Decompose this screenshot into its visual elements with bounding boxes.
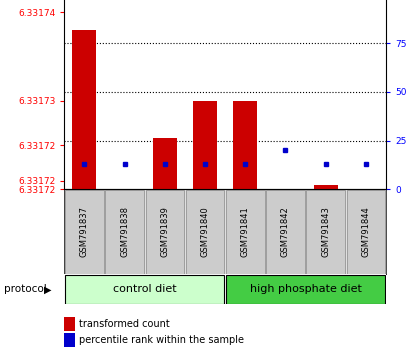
Text: GSM791843: GSM791843 bbox=[321, 206, 330, 257]
FancyBboxPatch shape bbox=[186, 190, 225, 274]
Bar bbox=[233, 101, 257, 189]
Text: GSM791840: GSM791840 bbox=[200, 207, 210, 257]
Text: control diet: control diet bbox=[113, 285, 176, 295]
FancyBboxPatch shape bbox=[105, 190, 144, 274]
Text: high phosphate diet: high phosphate diet bbox=[249, 285, 361, 295]
Bar bbox=[314, 185, 338, 189]
Text: ▶: ▶ bbox=[44, 285, 51, 295]
Text: GSM791844: GSM791844 bbox=[361, 207, 370, 257]
FancyBboxPatch shape bbox=[306, 190, 345, 274]
FancyBboxPatch shape bbox=[347, 190, 385, 274]
FancyBboxPatch shape bbox=[266, 190, 305, 274]
FancyBboxPatch shape bbox=[65, 190, 104, 274]
Text: GSM791842: GSM791842 bbox=[281, 207, 290, 257]
FancyBboxPatch shape bbox=[65, 275, 225, 304]
FancyBboxPatch shape bbox=[226, 275, 385, 304]
Text: GSM791838: GSM791838 bbox=[120, 206, 129, 257]
FancyBboxPatch shape bbox=[146, 190, 184, 274]
Bar bbox=[72, 30, 96, 189]
Bar bbox=[153, 138, 177, 189]
Text: GSM791841: GSM791841 bbox=[241, 207, 250, 257]
Text: percentile rank within the sample: percentile rank within the sample bbox=[79, 335, 244, 345]
Text: transformed count: transformed count bbox=[79, 319, 170, 329]
Text: protocol: protocol bbox=[4, 285, 47, 295]
Text: GSM791839: GSM791839 bbox=[160, 206, 169, 257]
Bar bbox=[193, 101, 217, 189]
FancyBboxPatch shape bbox=[226, 190, 264, 274]
Text: GSM791837: GSM791837 bbox=[80, 206, 89, 257]
